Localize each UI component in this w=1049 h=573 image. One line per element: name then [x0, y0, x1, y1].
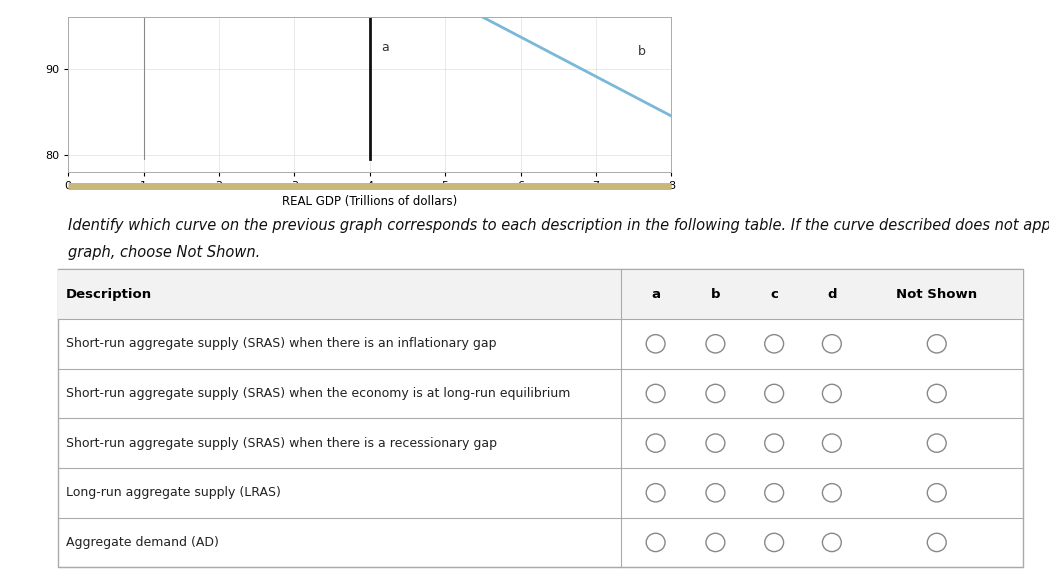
- Text: Description: Description: [66, 288, 152, 301]
- Text: a: a: [381, 41, 389, 54]
- Text: b: b: [710, 288, 721, 301]
- Text: graph, choose Not Shown.: graph, choose Not Shown.: [68, 245, 260, 260]
- Text: a: a: [651, 288, 660, 301]
- Text: b: b: [638, 45, 645, 58]
- Text: Short-run aggregate supply (SRAS) when there is a recessionary gap: Short-run aggregate supply (SRAS) when t…: [66, 437, 497, 450]
- Text: Short-run aggregate supply (SRAS) when the economy is at long-run equilibrium: Short-run aggregate supply (SRAS) when t…: [66, 387, 571, 400]
- Text: Long-run aggregate supply (LRAS): Long-run aggregate supply (LRAS): [66, 486, 281, 499]
- Text: Identify which curve on the previous graph corresponds to each description in th: Identify which curve on the previous gra…: [68, 218, 1049, 233]
- Text: Aggregate demand (AD): Aggregate demand (AD): [66, 536, 219, 549]
- Text: c: c: [770, 288, 778, 301]
- Text: Not Shown: Not Shown: [896, 288, 978, 301]
- Text: d: d: [827, 288, 837, 301]
- Text: Short-run aggregate supply (SRAS) when there is an inflationary gap: Short-run aggregate supply (SRAS) when t…: [66, 337, 496, 350]
- X-axis label: REAL GDP (Trillions of dollars): REAL GDP (Trillions of dollars): [282, 195, 457, 208]
